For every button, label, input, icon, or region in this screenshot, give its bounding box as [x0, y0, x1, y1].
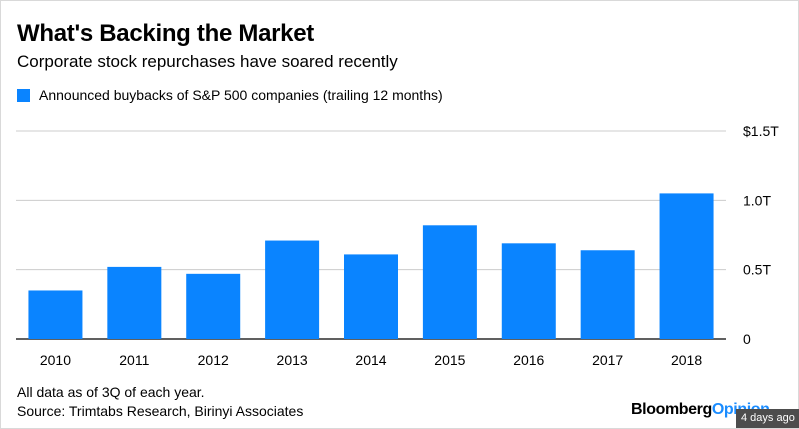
bar-2016	[501, 243, 556, 339]
x-tick-label: 2015	[434, 352, 465, 368]
bar-2012	[186, 273, 241, 339]
y-tick-label: $1.5T	[743, 123, 779, 139]
bar-2018	[659, 193, 714, 339]
legend: Announced buybacks of S&P 500 companies …	[17, 87, 443, 103]
bars	[28, 193, 714, 339]
brand-main: Bloomberg	[631, 401, 712, 418]
bar-2017	[580, 250, 635, 339]
bar-2011	[107, 266, 162, 339]
legend-label: Announced buybacks of S&P 500 companies …	[39, 87, 443, 103]
y-tick-label: 0	[743, 331, 751, 347]
y-tick-label: 1.0T	[743, 192, 771, 208]
x-tick-label: 2013	[277, 352, 308, 368]
x-tick-label: 2011	[119, 352, 149, 368]
time-badge: 4 days ago	[736, 409, 799, 428]
legend-swatch	[17, 88, 30, 102]
bar-2013	[265, 240, 320, 339]
bar-2010	[28, 290, 83, 339]
x-tick-label: 2018	[671, 352, 702, 368]
bar-2015	[422, 225, 477, 339]
x-tick-labels: 2010 2011 2012 2013 2014 2015 2016 2017 2018	[40, 352, 702, 368]
x-tick-label: 2016	[513, 352, 544, 368]
x-tick-label: 2012	[198, 352, 229, 368]
y-tick-labels: 0 0.5T 1.0T $1.5T	[743, 123, 779, 347]
chart-title: What's Backing the Market	[17, 20, 314, 47]
y-tick-label: 0.5T	[743, 262, 771, 278]
footnote: All data as of 3Q of each year.	[17, 384, 205, 400]
x-tick-label: 2017	[592, 352, 623, 368]
x-tick-label: 2010	[40, 352, 71, 368]
x-tick-label: 2014	[355, 352, 386, 368]
bar-2014	[344, 254, 398, 339]
chart-subtitle: Corporate stock repurchases have soared …	[17, 52, 398, 71]
source-note: Source: Trimtabs Research, Birinyi Assoc…	[17, 403, 304, 419]
